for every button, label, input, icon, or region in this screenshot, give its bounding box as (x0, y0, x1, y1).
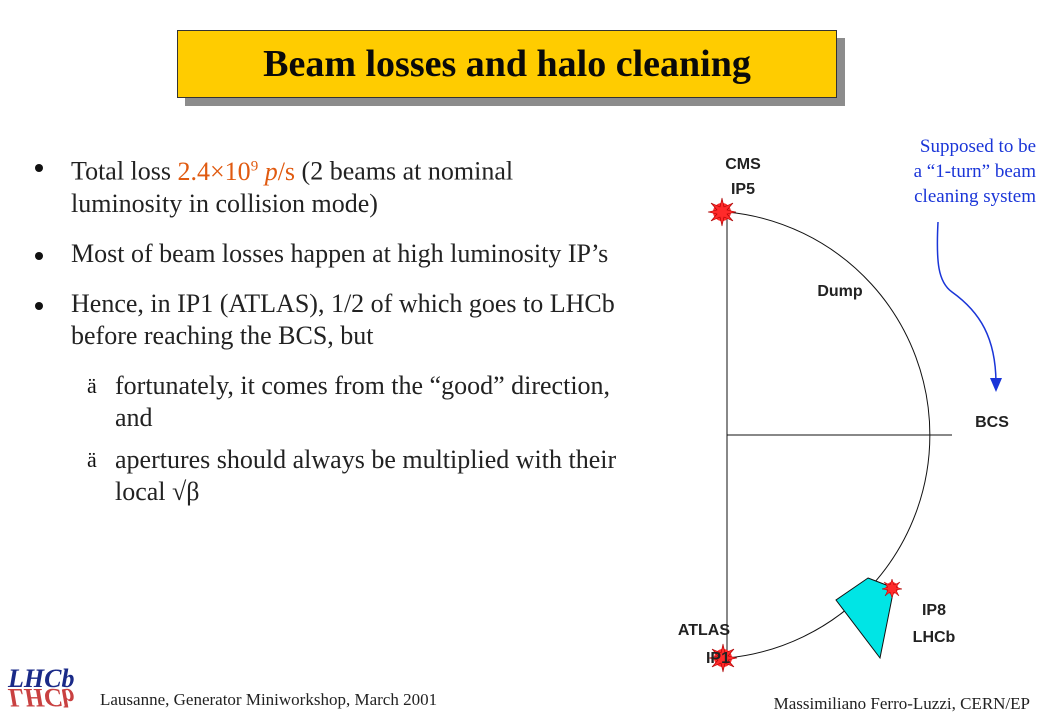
lhcb-label: LHCb (912, 629, 956, 646)
slide-title: Beam losses and halo cleaning (177, 30, 837, 98)
bullet-dot-icon (35, 164, 43, 172)
note-line: Supposed to be (919, 136, 1036, 157)
footer-right: Massimiliano Ferro-Luzzi, CERN/EP (773, 694, 1030, 713)
bullet-text: Total loss (71, 156, 178, 186)
loss-value: 2.4×109 p/s (178, 157, 296, 186)
bullet-high-lumi: Most of beam losses happen at high lumin… (35, 238, 625, 270)
ip8-marker-icon (881, 578, 903, 599)
loss-exponent: 9 (250, 158, 259, 174)
atlas-ip1-label: ATLAS IP1 (630, 617, 730, 673)
bullet-list: Total loss 2.4×109 p/s (2 beams at nomin… (35, 150, 625, 518)
lhcb-logo-icon: LHCb LHCb (7, 664, 74, 712)
bullet-dot-icon (35, 301, 43, 310)
note-line: cleaning system (914, 186, 1036, 207)
ring-arc (726, 211, 931, 659)
loss-unit-rest: /s (277, 156, 296, 186)
sub-arrow-icon: ä (87, 372, 97, 398)
bullet-dot-icon (35, 251, 43, 260)
logo-text-bottom: LHCb (7, 683, 74, 712)
loss-mantissa: 2.4×10 (177, 156, 251, 186)
note-line: a “1-turn” beam (913, 161, 1036, 182)
bullet-total-loss: Total loss 2.4×109 p/s (2 beams at nomin… (35, 150, 625, 220)
bullet-text: Hence, in IP1 (ATLAS), 1/2 of which goes… (71, 288, 615, 350)
dump-label: Dump (817, 283, 863, 300)
bcs-label: BCS (975, 414, 1009, 431)
note-pointer-arrowhead-icon (990, 378, 1002, 392)
bcs-annotation: Supposed to be a “1-turn” beam cleaning … (846, 134, 1036, 209)
ip1-marker-icon (708, 643, 738, 673)
subbullet-apertures: ä apertures should always be multiplied … (35, 444, 625, 508)
bullet-text-rest: (2 beams at nominal luminosity in collis… (71, 156, 514, 218)
ip5-label: IP5 (730, 181, 755, 198)
ip5-marker-icon (707, 197, 737, 227)
cms-label: CMS (725, 156, 761, 173)
sub-arrow-icon: ä (87, 446, 97, 472)
ip8-lhcb-label: IP8 LHCb (896, 597, 972, 651)
subbullet-text: fortunately, it comes from the “good” di… (115, 370, 611, 432)
slide-title-text: Beam losses and halo cleaning (263, 43, 751, 85)
subbullet-text: apertures should always be multiplied wi… (115, 444, 617, 506)
ip8-label: IP8 (921, 602, 946, 619)
lhcb-detector-icon (835, 577, 895, 660)
bullet-text: Most of beam losses happen at high lumin… (71, 238, 609, 268)
footer-left: Lausanne, Generator Miniworkshop, March … (100, 690, 438, 709)
ip1-label: IP1 (705, 650, 730, 667)
logo-text-top: LHCb (7, 664, 74, 693)
note-pointer-curve (936, 221, 997, 385)
loss-unit-p: p (264, 156, 278, 186)
cms-ip5-label: CMS IP5 (715, 152, 771, 202)
bullet-ip1: Hence, in IP1 (ATLAS), 1/2 of which goes… (35, 288, 625, 352)
subbullet-direction: ä fortunately, it comes from the “good” … (35, 370, 625, 434)
atlas-label: ATLAS (677, 622, 730, 639)
